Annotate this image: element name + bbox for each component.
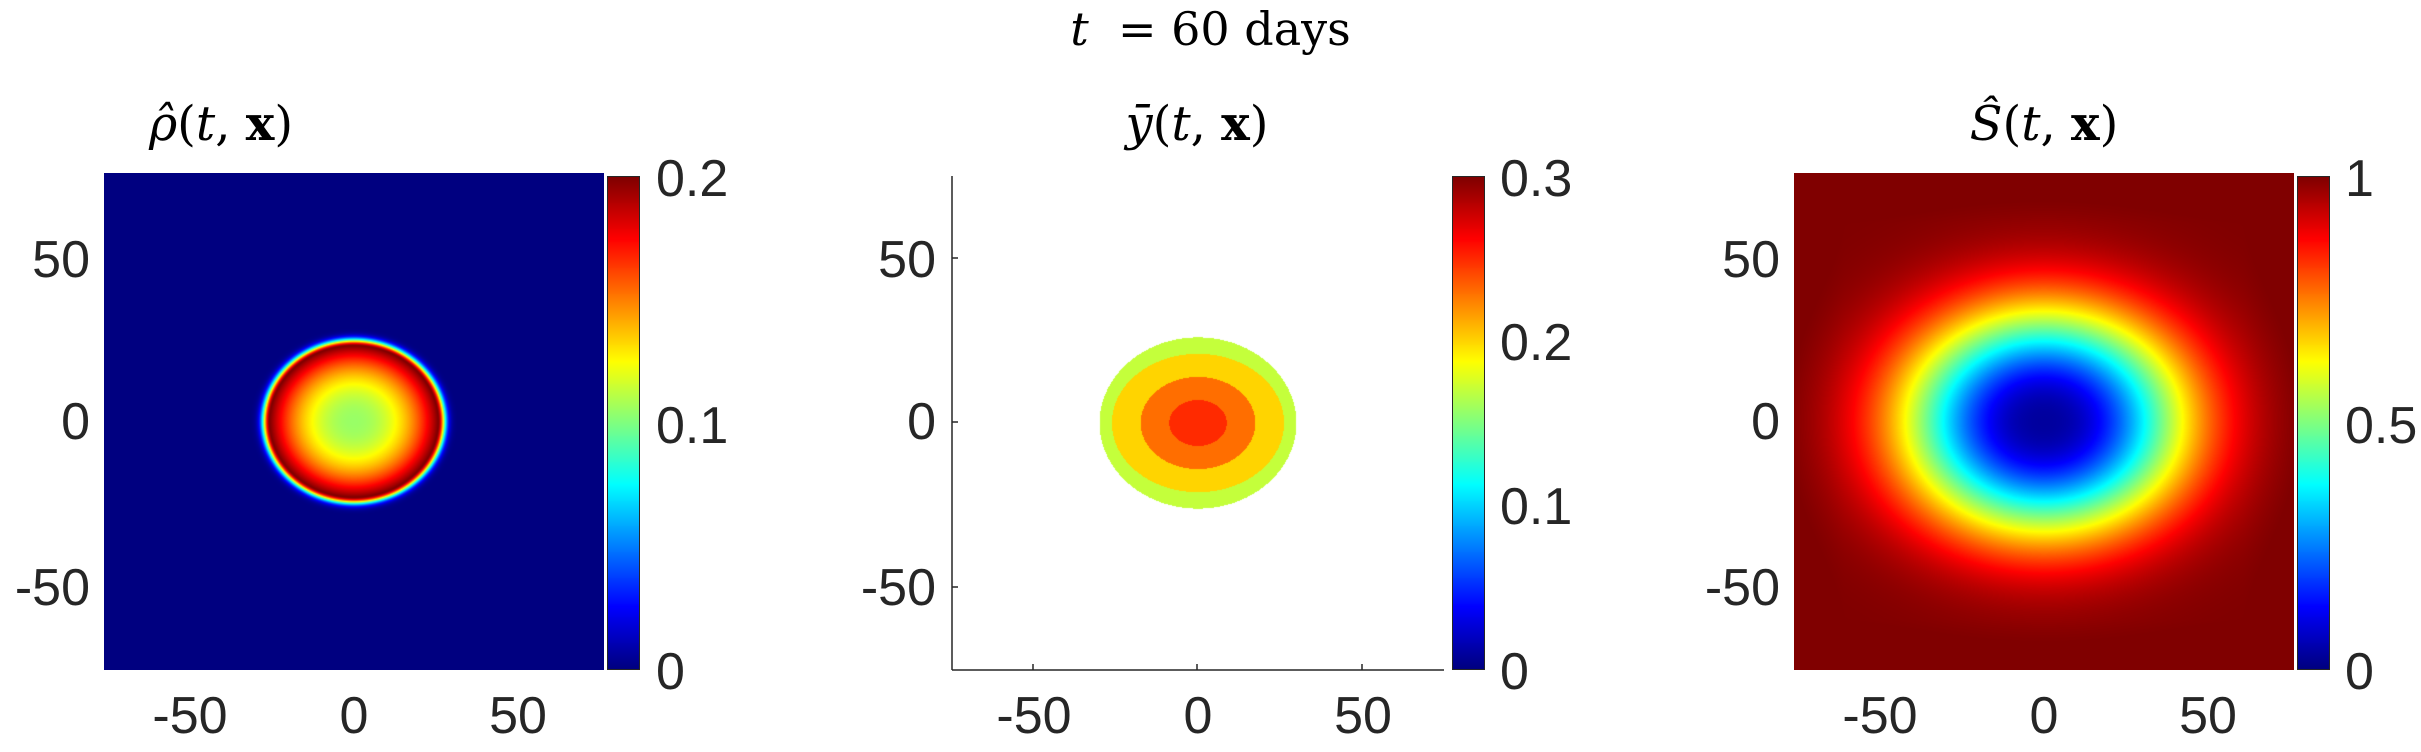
p3-ytick-neg50: -50 <box>1704 559 1780 617</box>
panel1-heatmap <box>104 173 604 670</box>
panel1-heatmap-canvas <box>104 173 604 670</box>
p1-ytick-neg50: -50 <box>14 559 90 617</box>
p2-cb-01: 0.1 <box>1500 478 1573 536</box>
panel3-heatmap <box>1794 173 2294 670</box>
p1-ytick-50: 50 <box>32 231 90 289</box>
p3-cb-1: 1 <box>2345 150 2374 208</box>
p2-ytick-0: 0 <box>907 393 936 451</box>
p2-xtick-50: 50 <box>1334 687 1392 745</box>
panel2-title: ȳ(t, x) <box>1125 96 1269 152</box>
p3-ytick-0: 0 <box>1751 393 1780 451</box>
p3-xtick-neg50: -50 <box>1842 687 1918 745</box>
p1-cb-02: 0.2 <box>656 150 729 208</box>
p1-cb-0: 0 <box>656 643 685 701</box>
p2-ytick-neg50: -50 <box>860 559 936 617</box>
p2-xtick-0: 0 <box>1183 687 1213 745</box>
p3-xtick-50: 50 <box>2179 687 2237 745</box>
p2-cb-03: 0.3 <box>1500 150 1573 208</box>
figure-title: t = 60 days <box>1070 2 1351 56</box>
p3-ytick-50: 50 <box>1722 231 1780 289</box>
panel2-heatmap <box>952 176 1444 670</box>
p1-cb-01: 0.1 <box>656 397 729 455</box>
p3-cb-05: 0.5 <box>2345 397 2418 455</box>
p3-xtick-0: 0 <box>2029 687 2059 745</box>
p2-xtick-neg50: -50 <box>996 687 1072 745</box>
p1-xtick-50: 50 <box>489 687 547 745</box>
p1-xtick-neg50: -50 <box>152 687 228 745</box>
p2-ytick-50: 50 <box>878 231 936 289</box>
p2-cb-0: 0 <box>1500 643 1529 701</box>
p2-cb-02: 0.2 <box>1500 314 1573 372</box>
panel1-title: ρ̂(t, x) <box>148 96 294 152</box>
p1-ytick-0: 0 <box>61 393 90 451</box>
panel1-colorbar <box>607 176 640 670</box>
panel3-colorbar <box>2297 176 2330 670</box>
panel3-title: Ŝ(t, x) <box>1969 96 2119 152</box>
p3-cb-0: 0 <box>2345 643 2374 701</box>
p1-xtick-0: 0 <box>339 687 369 745</box>
panel2-colorbar <box>1452 176 1485 670</box>
